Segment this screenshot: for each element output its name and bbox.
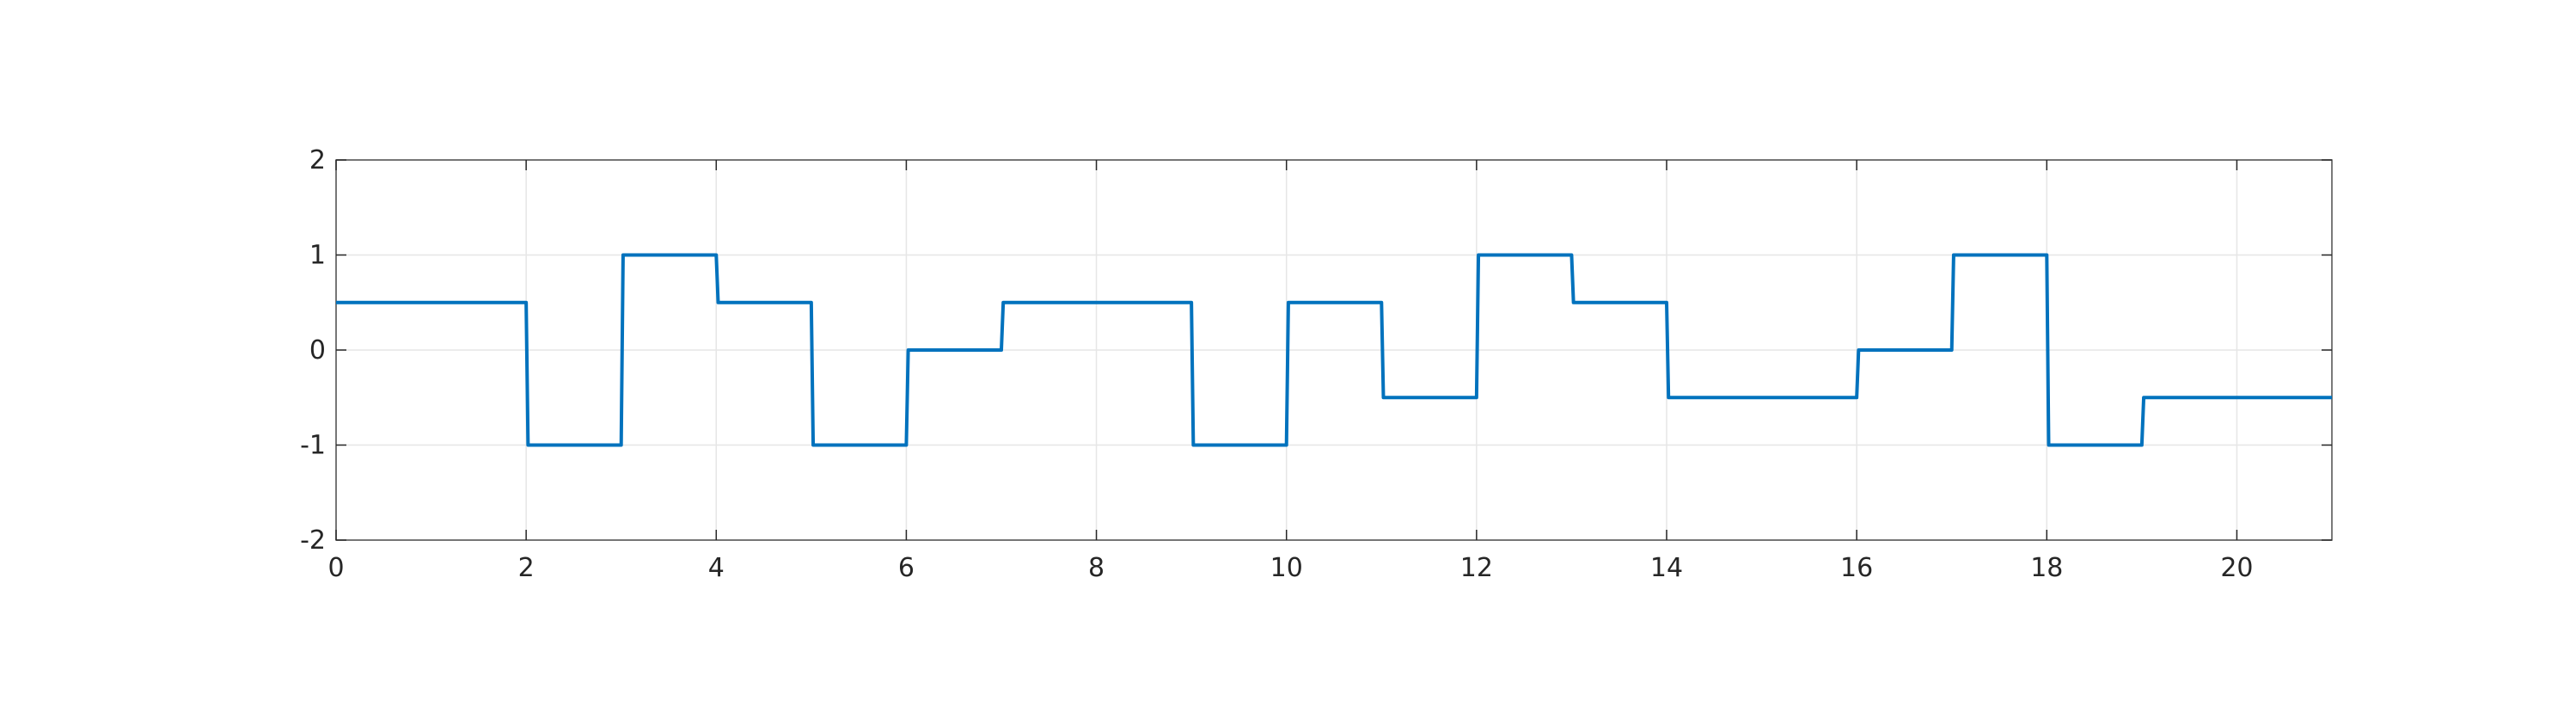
axis-ticks: [335, 159, 2332, 541]
x-tick-label: 6: [898, 553, 915, 583]
x-tick-label: 20: [2220, 553, 2253, 583]
y-tick-label: 0: [309, 335, 326, 366]
x-tick-label: 8: [1088, 553, 1104, 583]
x-tick-label: 16: [1840, 553, 1873, 583]
y-tick-label: 1: [309, 241, 326, 271]
data-series: [336, 253, 2332, 447]
x-tick-label: 18: [2030, 553, 2063, 583]
y-tick-label: 2: [309, 145, 326, 175]
x-tick-label: 2: [518, 553, 535, 583]
x-tick-label: 10: [1270, 553, 1303, 583]
x-tick-label: 4: [708, 553, 725, 583]
y-tick-label: -2: [300, 525, 326, 556]
x-tick-label: 14: [1650, 553, 1683, 583]
y-tick-label: -1: [300, 431, 326, 461]
x-tick-label: 0: [327, 553, 344, 583]
y-tick-labels: 2 1 0 -1 -2: [300, 145, 326, 556]
x-tick-label: 12: [1460, 553, 1493, 583]
x-tick-labels: 0 2 4 6 8 10 12 14 16 18 20: [327, 553, 2253, 583]
series-line: [336, 253, 2332, 447]
